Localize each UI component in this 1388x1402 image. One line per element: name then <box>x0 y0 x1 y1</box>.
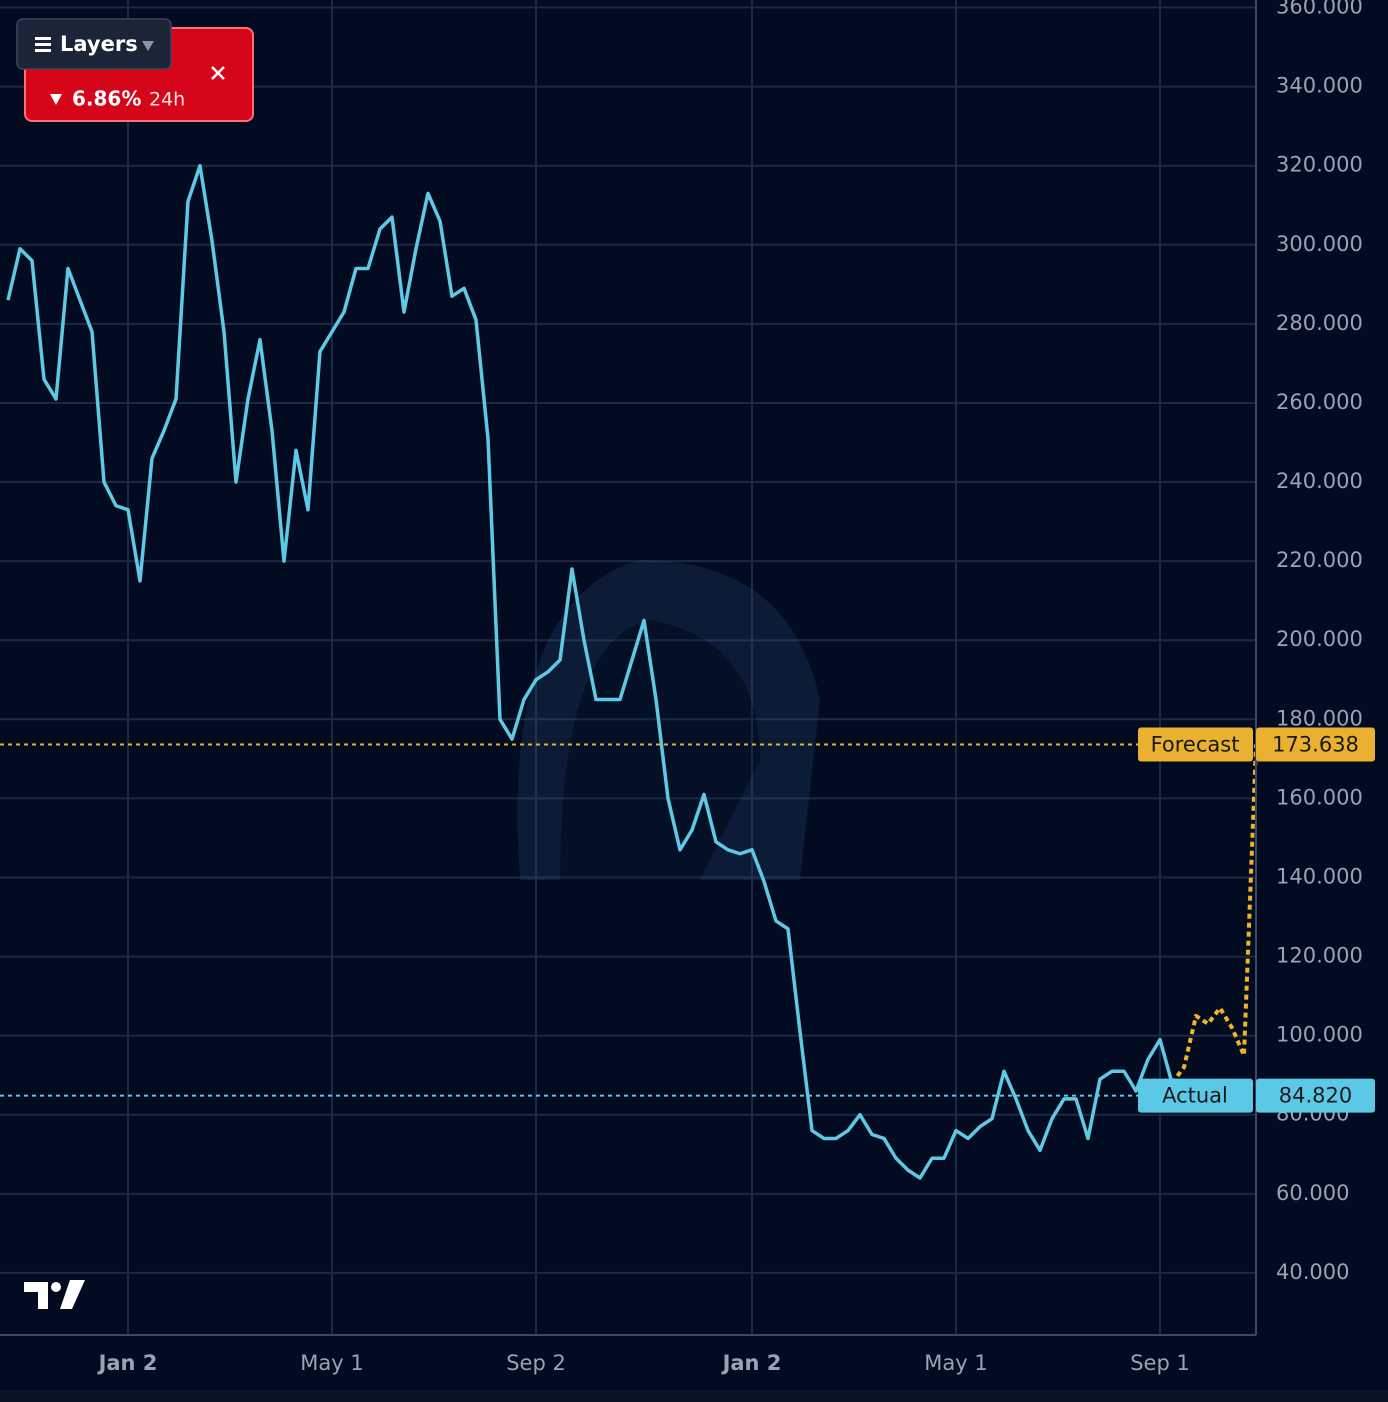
y-tick-label: 140.000 <box>1276 864 1363 888</box>
price-line <box>6 163 1174 1180</box>
price-level-name-box <box>1138 1078 1253 1113</box>
price-level-value-box <box>1256 1078 1375 1113</box>
x-tick-label: Jan 2 <box>721 1351 782 1375</box>
x-tick-label: Jan 2 <box>97 1351 158 1375</box>
y-tick-label: 120.000 <box>1276 944 1363 968</box>
price-level-value: 84.820 <box>1279 1084 1352 1108</box>
y-tick-label: 300.000 <box>1276 232 1363 256</box>
grid <box>0 0 1256 1335</box>
watermark-helmet <box>517 560 820 880</box>
layers-box[interactable] <box>16 18 172 70</box>
x-tick-label: Sep 2 <box>506 1351 566 1375</box>
y-tick-label: 100.000 <box>1276 1023 1363 1047</box>
x-tick-label: Sep 1 <box>1130 1351 1190 1375</box>
y-tick-label: 280.000 <box>1276 311 1363 335</box>
dropdown-caret <box>142 41 154 51</box>
change-period: 24h <box>149 89 185 111</box>
close-button[interactable] <box>211 66 225 80</box>
tv-logo-part <box>60 1280 85 1309</box>
layers-button[interactable]: Layers <box>16 18 172 70</box>
tv-logo <box>24 1280 85 1309</box>
bottom-strip <box>0 1390 1388 1402</box>
layers-label[interactable]: Layers <box>60 32 138 56</box>
x-tick-label: May 1 <box>300 1351 363 1375</box>
tv-logo-part <box>24 1282 48 1309</box>
price-level-name: Forecast <box>1151 732 1240 756</box>
axis-labels: 40.00060.00080.000100.000120.000140.0001… <box>97 0 1375 1375</box>
y-tick-label: 160.000 <box>1276 785 1363 809</box>
y-tick-label: 40.000 <box>1276 1260 1349 1284</box>
price-level-name-box <box>1138 727 1253 762</box>
y-tick-label: 220.000 <box>1276 548 1363 572</box>
y-tick-label: 360.000 <box>1276 0 1363 19</box>
price-level-name: Actual <box>1162 1084 1228 1108</box>
forecast-line <box>1170 744 1258 1085</box>
y-tick-label: 260.000 <box>1276 390 1363 414</box>
tv-logo-part <box>51 1282 61 1292</box>
price-level-value: 173.638 <box>1272 732 1359 756</box>
plot <box>0 163 1258 1180</box>
y-tick-label: 200.000 <box>1276 627 1363 651</box>
down-arrow <box>50 94 62 105</box>
y-tick-label: 340.000 <box>1276 74 1363 98</box>
price-level-value-box <box>1256 727 1375 762</box>
y-tick-label: 240.000 <box>1276 469 1363 493</box>
y-tick-label: 180.000 <box>1276 706 1363 730</box>
x-tick-label: May 1 <box>924 1351 987 1375</box>
y-tick-label: 60.000 <box>1276 1181 1349 1205</box>
menu-icon <box>35 37 51 52</box>
change-percent: 6.86% <box>72 87 141 111</box>
y-tick-label: 320.000 <box>1276 153 1363 177</box>
